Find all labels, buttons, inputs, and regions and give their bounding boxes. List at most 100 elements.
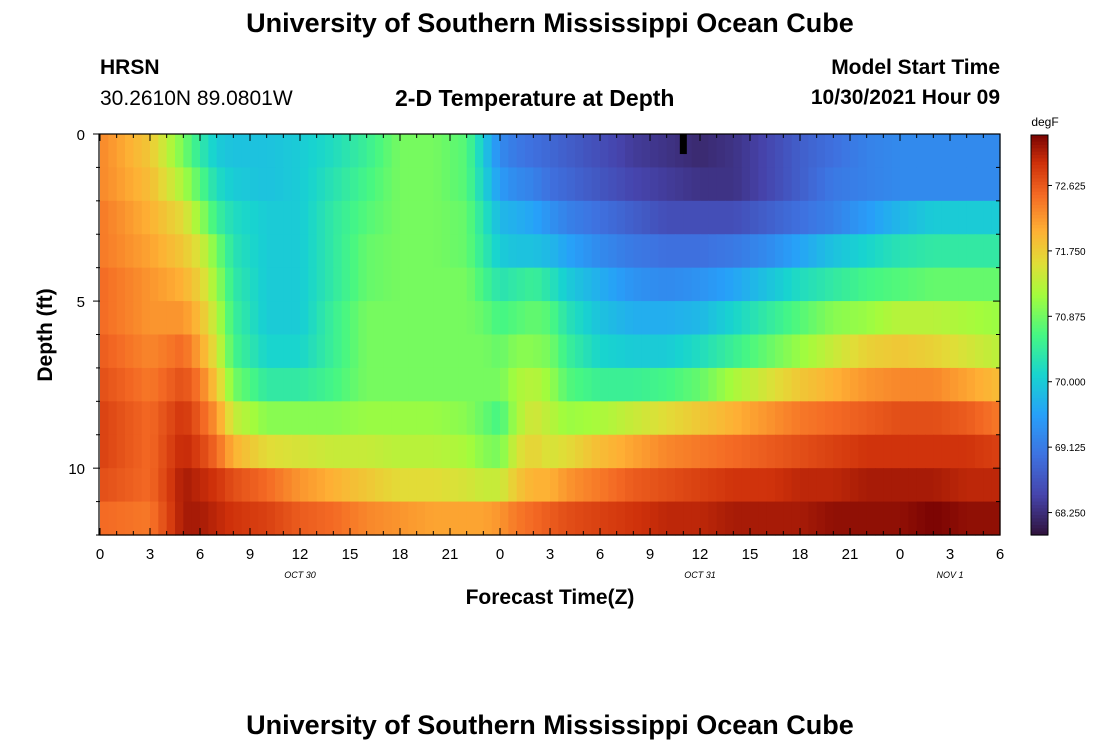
colorbar-segment	[1031, 418, 1048, 423]
heatmap-cell	[358, 134, 368, 169]
heatmap-cell	[316, 301, 326, 336]
heatmap-cell	[258, 367, 268, 402]
heatmap-cell	[800, 267, 809, 302]
date-labels: OCT 30 OCT 31 NOV 1	[284, 570, 963, 580]
heatmap-cell	[566, 134, 576, 169]
heatmap-cell	[358, 234, 368, 269]
heatmap-cell	[550, 267, 559, 302]
heatmap-cell	[116, 401, 126, 436]
heatmap-cell	[675, 367, 684, 402]
heatmap-cell	[658, 200, 668, 235]
heatmap-cell	[925, 267, 934, 302]
heatmap-cell	[883, 301, 893, 336]
heatmap-cell	[291, 501, 301, 536]
heatmap-cell	[975, 468, 984, 503]
heatmap-cell	[666, 501, 676, 536]
heatmap-cell	[791, 134, 801, 169]
colorbar-segment	[1031, 471, 1048, 476]
heatmap-cell	[541, 134, 551, 169]
heatmap-cell	[833, 367, 843, 402]
heatmap-cell	[891, 501, 901, 536]
heatmap-cell	[766, 434, 776, 469]
heatmap-cell	[966, 434, 976, 469]
heatmap-cell	[208, 367, 218, 402]
heatmap-cell	[616, 367, 626, 402]
colorbar-segment	[1031, 165, 1048, 169]
heatmap-cell	[633, 234, 643, 269]
heatmap-cell	[791, 267, 801, 302]
heatmap-cell	[233, 367, 243, 402]
heatmap-cell	[116, 134, 126, 169]
heatmap-cell	[191, 468, 201, 503]
colorbar-segment	[1031, 421, 1048, 426]
heatmap-cell	[125, 134, 134, 169]
heatmap-cell	[183, 501, 193, 536]
heatmap-cell	[950, 468, 959, 503]
heatmap-cell	[441, 401, 451, 436]
heatmap-cell	[100, 367, 109, 402]
heatmap-cell	[925, 401, 934, 436]
heatmap-cell	[733, 234, 743, 269]
heatmap-cell	[125, 434, 134, 469]
heatmap-cell	[291, 134, 301, 169]
colorbar-segment	[1031, 391, 1048, 396]
heatmap-cell	[800, 367, 809, 402]
heatmap-cell	[600, 501, 609, 536]
heatmap-cell	[850, 167, 859, 202]
heatmap-cell	[833, 301, 843, 336]
heatmap-cell	[933, 367, 943, 402]
heatmap-cell	[741, 367, 751, 402]
heatmap-cell	[375, 434, 384, 469]
heatmap-cell	[541, 468, 551, 503]
heatmap-cell	[458, 267, 468, 302]
heatmap-cell	[275, 167, 284, 202]
heatmap-cell	[150, 334, 159, 369]
heatmap-cell	[225, 401, 234, 436]
heatmap-cell	[825, 234, 834, 269]
heatmap-cell	[358, 401, 368, 436]
heatmap-cell	[616, 334, 626, 369]
heatmap-cell	[233, 501, 243, 536]
heatmap-cell	[750, 401, 759, 436]
heatmap-cell	[566, 501, 576, 536]
heatmap-cell	[333, 301, 343, 336]
heatmap-cell	[333, 501, 343, 536]
colorbar-segment	[1031, 395, 1048, 399]
heatmap-cell	[508, 301, 518, 336]
heatmap-cell	[383, 334, 393, 369]
colorbar	[1030, 134, 1049, 536]
heatmap-cell	[200, 267, 209, 302]
heatmap-cell	[333, 468, 343, 503]
heatmap-cell	[925, 334, 934, 369]
heatmap-cell	[325, 501, 334, 536]
heatmap-cell	[383, 200, 393, 235]
heatmap-cell	[625, 468, 634, 503]
heatmap-cell	[650, 401, 659, 436]
heatmap-cell	[816, 167, 826, 202]
heatmap-cell	[225, 267, 234, 302]
heatmap-cell	[325, 200, 334, 235]
heatmap-cell	[808, 134, 818, 169]
heatmap-cell	[341, 401, 351, 436]
heatmap-cell	[425, 501, 434, 536]
heatmap-cell	[233, 301, 243, 336]
heatmap-cell	[541, 200, 551, 235]
heatmap-cell	[850, 367, 859, 402]
heatmap-cell	[216, 468, 226, 503]
heatmap-cell	[750, 501, 759, 536]
heatmap-cell	[133, 401, 143, 436]
heatmap-cell	[116, 167, 126, 202]
heatmap-cell	[875, 501, 884, 536]
heatmap-cell	[533, 367, 543, 402]
heatmap-cell	[316, 134, 326, 169]
heatmap-cell	[708, 301, 718, 336]
heatmap-cell	[191, 200, 201, 235]
heatmap-cell	[150, 267, 159, 302]
heatmap-cell	[633, 367, 643, 402]
heatmap-cell	[675, 200, 684, 235]
heatmap-cell	[333, 367, 343, 402]
heatmap-cell	[175, 134, 184, 169]
heatmap-cell	[508, 167, 518, 202]
heatmap-cell	[666, 301, 676, 336]
heatmap-cell	[383, 267, 393, 302]
